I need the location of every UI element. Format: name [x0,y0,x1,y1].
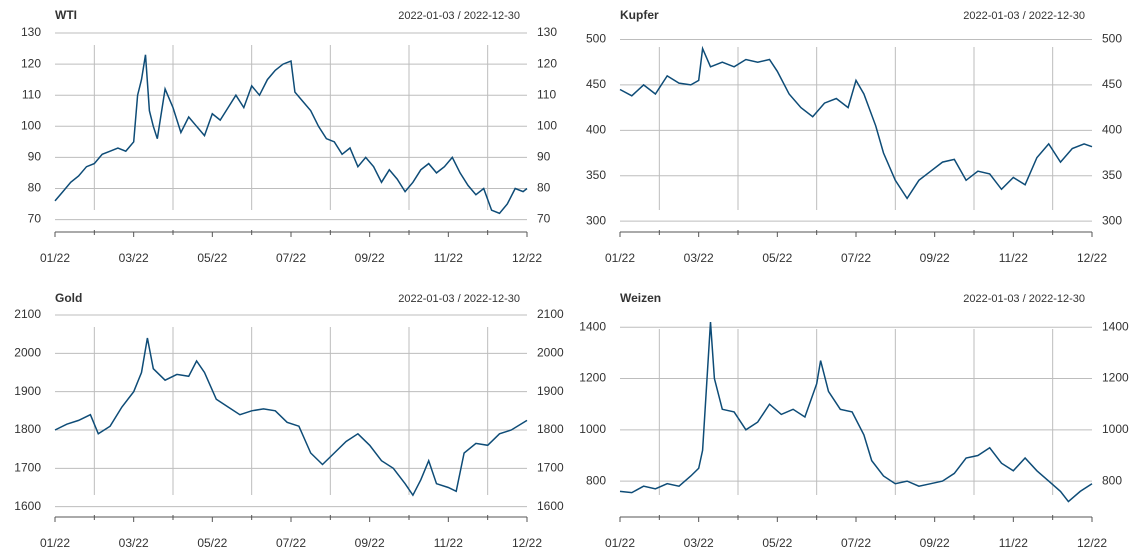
y-tick-label: 90 [28,150,42,164]
y-tick-label: 120 [537,56,557,70]
y-tick-label: 120 [21,56,41,70]
y-tick-label: 1700 [537,460,564,474]
y-tick-label: 70 [28,212,42,226]
chart-subtitle: 2022-01-03 / 2022-12-30 [398,293,520,305]
x-tick-label: 05/22 [197,536,227,550]
x-tick-label: 12/22 [1077,251,1107,265]
y-tick-label: 110 [537,87,556,101]
x-tick-label: 09/22 [355,251,385,265]
y-tick-label: 300 [586,213,606,227]
x-tick-label: 01/22 [605,251,635,265]
y-tick-label: 300 [1102,213,1122,227]
x-tick-label: 03/22 [119,251,149,265]
y-tick-label: 450 [1102,77,1122,91]
y-tick-label: 1400 [1102,319,1129,333]
y-tick-label: 130 [21,25,41,39]
x-tick-label: 11/22 [434,536,463,550]
y-tick-label: 130 [537,25,557,39]
y-tick-label: 800 [1102,473,1122,487]
chart-title: Weizen [620,291,661,305]
y-tick-label: 1800 [14,422,41,436]
y-tick-label: 500 [586,32,606,46]
x-tick-label: 12/22 [1077,536,1107,550]
x-tick-label: 11/22 [999,251,1028,265]
x-tick-label: 03/22 [684,536,714,550]
chart-subtitle: 2022-01-03 / 2022-12-30 [398,10,520,22]
price-line [619,322,1093,503]
price-line [619,45,1093,200]
x-tick-label: 11/22 [434,251,463,265]
x-tick-label: 03/22 [119,536,149,550]
x-tick-label: 09/22 [920,536,950,550]
y-tick-label: 2100 [14,307,41,321]
y-tick-label: 2100 [537,307,564,321]
y-tick-label: 1900 [14,384,41,398]
chart-title: Gold [55,291,82,305]
price-line [54,337,528,497]
y-tick-label: 1600 [537,499,564,513]
price-line [54,54,528,215]
x-tick-label: 12/22 [512,536,542,550]
y-tick-label: 100 [537,118,557,132]
y-tick-label: 80 [28,181,42,195]
y-tick-label: 2000 [14,346,41,360]
y-tick-label: 350 [586,168,606,182]
x-tick-label: 12/22 [512,251,542,265]
y-tick-label: 80 [537,181,551,195]
y-tick-label: 1800 [537,422,564,436]
y-tick-label: 500 [1102,32,1122,46]
x-tick-label: 03/22 [684,251,714,265]
chart-title: Kupfer [620,8,659,22]
x-tick-label: 07/22 [276,536,306,550]
x-tick-label: 01/22 [40,251,70,265]
x-tick-label: 01/22 [40,536,70,550]
y-tick-label: 110 [22,87,41,101]
x-tick-label: 09/22 [920,251,950,265]
x-tick-label: 11/22 [999,536,1028,550]
y-tick-label: 450 [586,77,606,91]
y-tick-label: 800 [586,473,606,487]
y-tick-label: 2000 [537,346,564,360]
y-tick-label: 350 [1102,168,1122,182]
y-tick-label: 100 [21,118,41,132]
x-tick-label: 05/22 [762,536,792,550]
x-tick-label: 09/22 [355,536,385,550]
chart-title: WTI [55,8,77,22]
x-tick-label: 01/22 [605,536,635,550]
x-tick-label: 05/22 [197,251,227,265]
chart-subtitle: 2022-01-03 / 2022-12-30 [963,10,1085,22]
y-tick-label: 1200 [579,371,606,385]
y-tick-label: 1200 [1102,371,1129,385]
chart-subtitle: 2022-01-03 / 2022-12-30 [963,293,1085,305]
y-tick-label: 90 [537,150,551,164]
y-tick-label: 1000 [1102,422,1129,436]
y-tick-label: 1600 [14,499,41,513]
y-tick-label: 1000 [579,422,606,436]
x-tick-label: 07/22 [841,251,871,265]
x-tick-label: 07/22 [276,251,306,265]
x-tick-label: 07/22 [841,536,871,550]
y-tick-label: 1400 [579,319,606,333]
y-tick-label: 70 [537,212,551,226]
y-tick-label: 400 [586,122,606,136]
y-tick-label: 400 [1102,122,1122,136]
x-tick-label: 05/22 [762,251,792,265]
y-tick-label: 1700 [14,460,41,474]
y-tick-label: 1900 [537,384,564,398]
